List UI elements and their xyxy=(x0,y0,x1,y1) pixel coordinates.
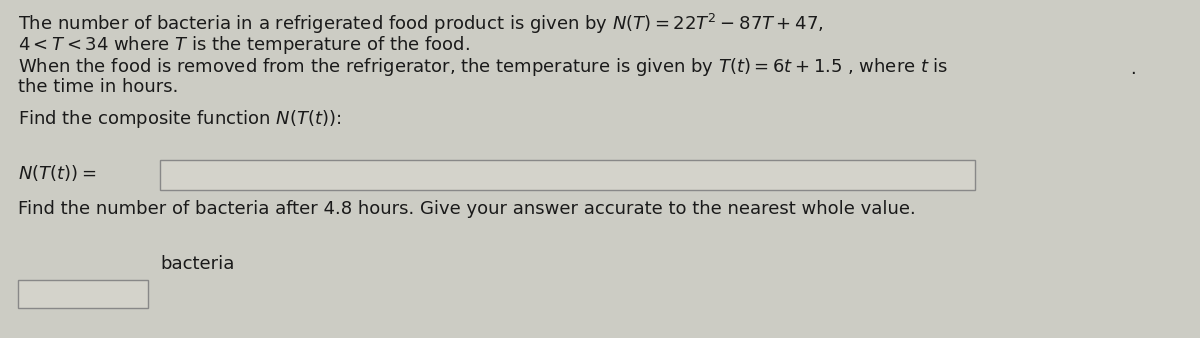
Text: $N(T(t)) =$: $N(T(t)) =$ xyxy=(18,163,96,183)
Text: bacteria: bacteria xyxy=(160,255,234,273)
Text: The number of bacteria in a refrigerated food product is given by $N(T) = 22T^2 : The number of bacteria in a refrigerated… xyxy=(18,12,823,36)
Text: Find the composite function $N(T(t))$:: Find the composite function $N(T(t))$: xyxy=(18,108,341,130)
Text: $4 < T < 34$ where $T$ is the temperature of the food.: $4 < T < 34$ where $T$ is the temperatur… xyxy=(18,34,470,56)
Text: Find the number of bacteria after 4.8 hours. Give your answer accurate to the ne: Find the number of bacteria after 4.8 ho… xyxy=(18,200,916,218)
Text: the time in hours.: the time in hours. xyxy=(18,78,179,96)
Text: When the food is removed from the refrigerator, the temperature is given by $T(t: When the food is removed from the refrig… xyxy=(18,56,948,78)
Text: .: . xyxy=(1130,60,1135,78)
